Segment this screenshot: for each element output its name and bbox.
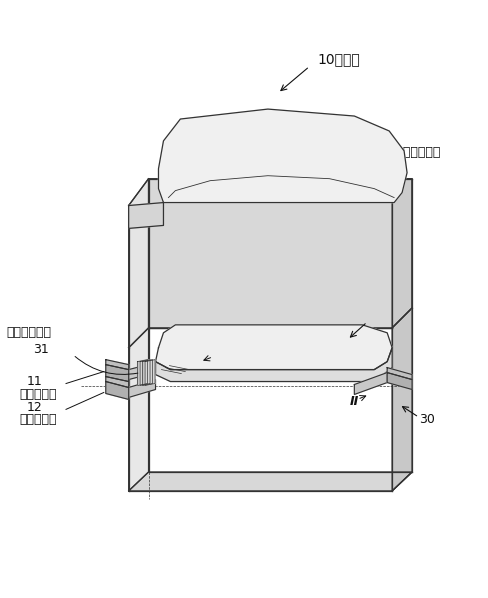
Polygon shape <box>106 365 129 382</box>
Text: 巻回電極体: 巻回電極体 <box>345 298 382 312</box>
Polygon shape <box>156 325 392 370</box>
Text: 負極リード: 負極リード <box>20 413 57 426</box>
Polygon shape <box>106 382 129 399</box>
Text: 12: 12 <box>26 401 42 414</box>
Text: II: II <box>350 395 359 408</box>
Text: II: II <box>210 348 220 361</box>
Text: 正極リード: 正極リード <box>20 388 57 401</box>
Polygon shape <box>387 368 412 380</box>
Polygon shape <box>392 308 412 491</box>
Text: 10　電池: 10 電池 <box>318 53 360 66</box>
Polygon shape <box>156 347 392 382</box>
Text: 11: 11 <box>26 375 42 388</box>
Text: 密着フィルム: 密着フィルム <box>6 327 51 339</box>
Text: 30: 30 <box>419 413 435 426</box>
Polygon shape <box>159 109 407 203</box>
Polygon shape <box>392 179 412 328</box>
Polygon shape <box>129 362 156 380</box>
Polygon shape <box>129 472 412 491</box>
Polygon shape <box>387 373 412 389</box>
Polygon shape <box>354 373 387 395</box>
Polygon shape <box>140 359 150 386</box>
Text: 20: 20 <box>359 313 375 327</box>
Polygon shape <box>148 179 412 328</box>
Polygon shape <box>138 359 147 386</box>
Polygon shape <box>129 328 148 491</box>
Polygon shape <box>106 377 129 388</box>
Polygon shape <box>129 203 163 228</box>
Text: 31: 31 <box>33 343 49 356</box>
Polygon shape <box>129 179 148 347</box>
Text: 30　外装鄱材: 30 外装鄱材 <box>387 147 441 159</box>
Polygon shape <box>145 359 155 386</box>
Polygon shape <box>106 359 129 370</box>
Polygon shape <box>129 380 156 398</box>
Polygon shape <box>142 359 153 386</box>
